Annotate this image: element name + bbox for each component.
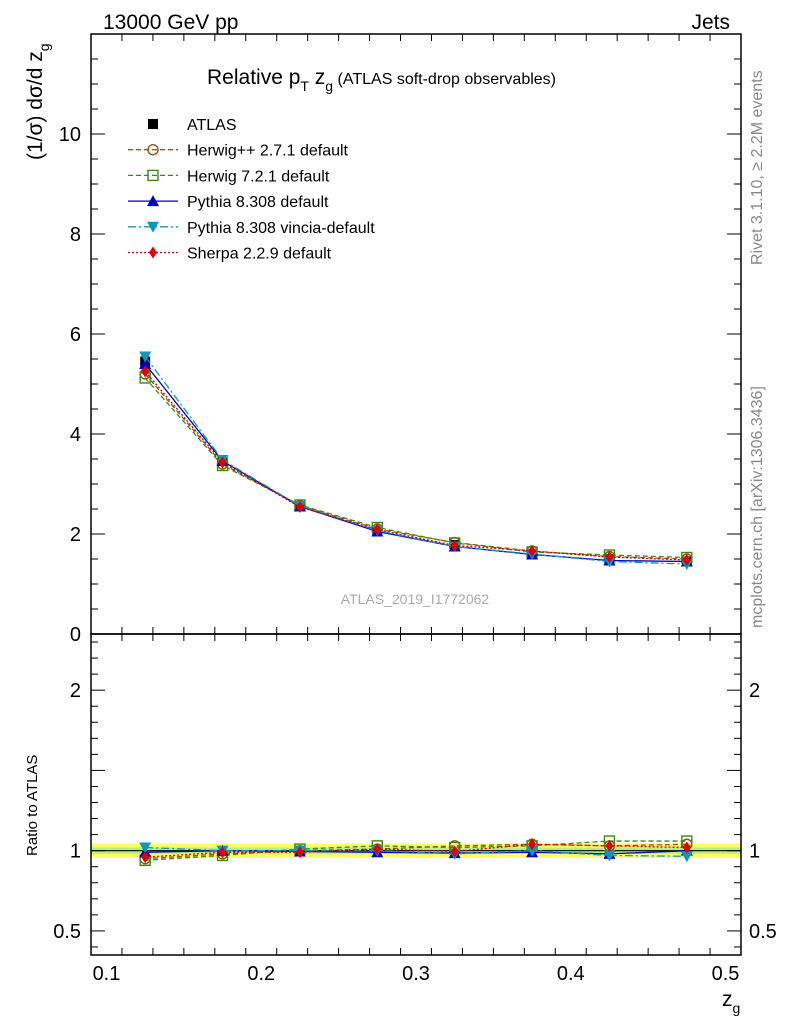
ratio-series-3-point-5	[526, 845, 539, 857]
legend-marker-3	[147, 195, 159, 207]
ratio-series-line-3	[145, 846, 687, 857]
legend-label-1: Herwig++ 2.7.1 default	[187, 143, 349, 160]
rivet-label: Rivet 3.1.10, ≥ 2.2M events	[749, 70, 766, 265]
ratio-series-4-point-4	[450, 845, 459, 858]
main-series-5-point-7	[682, 554, 691, 566]
ratio-series-4-point-6	[605, 839, 614, 852]
ratio-series-4-point-7	[682, 841, 691, 854]
main-series-5-point-3	[373, 523, 382, 536]
chart-title-var-sub: g	[325, 78, 333, 94]
legend-marker-5	[149, 246, 157, 259]
legend: ATLAS Herwig++ 2.7.1 default Herwig 7.2.1 …	[128, 117, 375, 263]
main-series-5-point-5	[528, 545, 537, 557]
ratio-series-4-point-5	[528, 838, 537, 851]
main-series-line-2	[144, 377, 687, 559]
main-ytick-label: 4	[70, 424, 81, 446]
ratio-ytick-label: 0.5	[53, 921, 81, 943]
legend-marker-4	[147, 221, 159, 233]
ratio-series-3-point-7	[680, 851, 693, 863]
mcplots-label: mcplots.cern.ch [arXiv:1306.3436]	[749, 386, 766, 628]
main-series-5-point-1	[218, 456, 227, 469]
main-series-5-point-0	[141, 365, 150, 378]
legend-marker-2	[147, 169, 159, 182]
main-ytick-label: 10	[59, 124, 81, 146]
xtick-label: 0.2	[247, 963, 275, 985]
analysis-watermark: ATLAS_2019_I1772062	[341, 591, 490, 607]
ratio-series-line-2	[145, 850, 687, 855]
ratio-series-4-point-2	[295, 846, 304, 859]
xtick-label: 0.3	[402, 963, 430, 985]
ratio-series-4-point-1	[218, 846, 227, 859]
legend-label-2: Herwig 7.2.1 default	[187, 168, 330, 185]
ratio-ytick-label-right: 1	[749, 841, 760, 863]
chart-title-detail: (ATLAS soft-drop observables)	[333, 71, 556, 88]
main-series-5-point-2	[295, 501, 304, 513]
main-series-4-point-0	[139, 351, 152, 363]
main-ytick-label: 2	[70, 524, 81, 546]
ratio-series-4-point-3	[373, 843, 382, 856]
main-ylabel: (1/σ) dσ/d zg	[24, 43, 52, 160]
legend-label-5: Sherpa 2.2.9 default	[187, 246, 332, 263]
ratio-panel: 0.5 0.5 1 1 2 2 0.1 0.2 0.3 0.4 0.5	[53, 633, 777, 985]
xtick-label: 0.5	[712, 963, 740, 985]
ratio-frame	[90, 633, 742, 956]
main-panel: 0 2 4 6 8 10	[59, 33, 742, 646]
main-series-3-point-0	[139, 358, 152, 369]
main-series-line-5	[144, 371, 687, 561]
ratio-ylabel: Ratio to ATLAS	[24, 755, 41, 856]
chart-title-prefix: Relative p	[207, 66, 300, 89]
ratio-series-4-point-0	[141, 851, 150, 864]
ratio-ytick-label: 2	[70, 680, 81, 702]
chart-title-sub: T	[300, 78, 309, 94]
ratio-series-line-1	[145, 840, 687, 861]
ratio-ytick-label: 1	[70, 841, 81, 863]
energy-label: 13000 GeV pp	[103, 11, 238, 34]
chart-title-var: z	[309, 66, 325, 89]
process-label: Jets	[691, 11, 730, 34]
main-series-5-point-4	[450, 539, 459, 552]
main-series-line-1	[144, 373, 687, 560]
ratio-ytick-label-right: 0.5	[749, 921, 777, 943]
legend-marker-1	[147, 143, 159, 156]
ratio-ytick-label-right: 2	[749, 680, 760, 702]
ratio-series-line-0	[145, 843, 687, 860]
main-ytick-label: 0	[70, 624, 81, 646]
xtick-label: 0.4	[557, 963, 585, 985]
main-ytick-label: 8	[70, 224, 81, 246]
legend-label-3: Pythia 8.308 default	[187, 194, 329, 211]
x-axis-label: zg	[722, 988, 740, 1016]
chart-title: Relative pT zg (ATLAS soft-drop observab…	[207, 66, 556, 94]
main-series-5-point-6	[605, 551, 614, 563]
legend-marker-0	[148, 119, 158, 129]
main-series-line-4	[144, 356, 687, 565]
legend-label-4: Pythia 8.308 vincia-default	[187, 220, 375, 237]
main-ytick-label: 6	[70, 324, 81, 346]
xtick-label: 0.1	[93, 963, 121, 985]
ratio-series-3-point-6	[603, 850, 616, 862]
legend-label-0: ATLAS	[187, 117, 237, 134]
ratio-series-3-point-0	[139, 842, 152, 854]
